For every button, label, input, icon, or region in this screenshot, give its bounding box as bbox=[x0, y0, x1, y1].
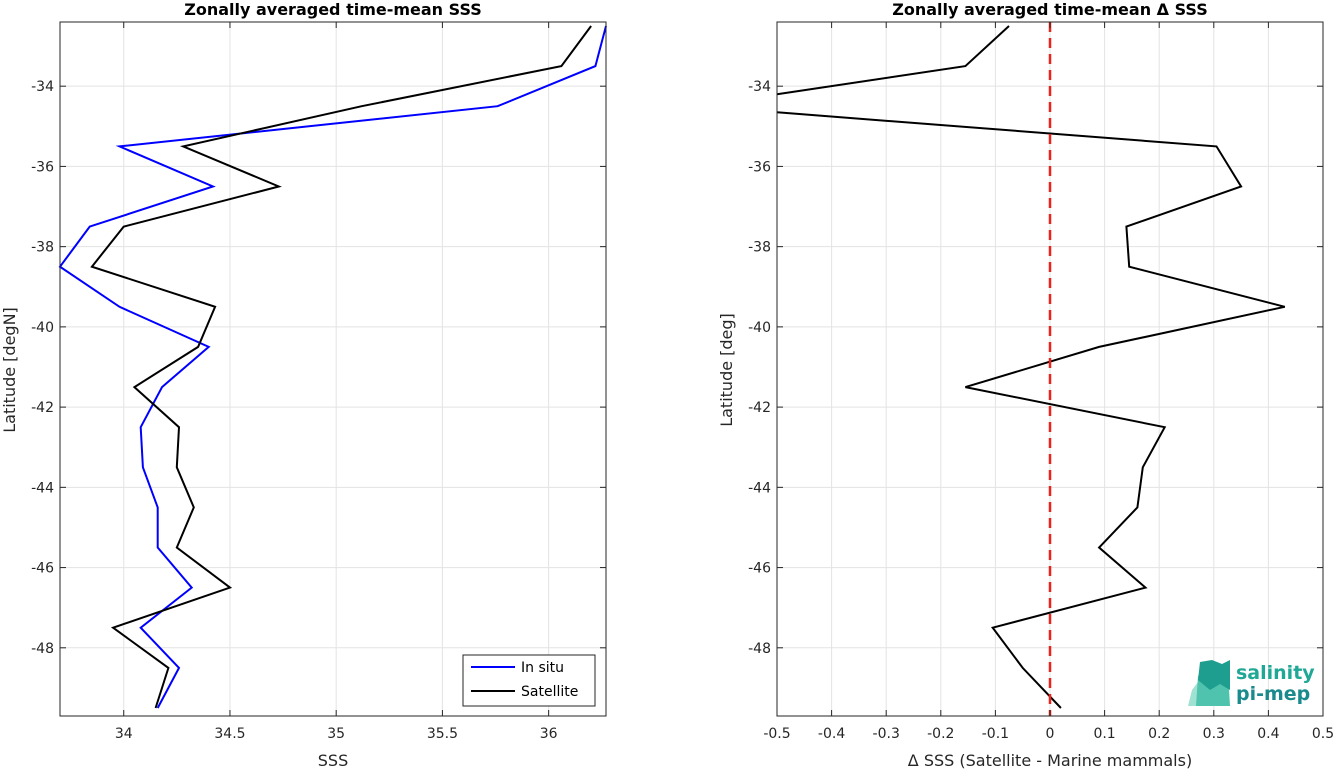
legend: In situ Satellite bbox=[462, 654, 596, 707]
y-tick-label: -48 bbox=[748, 641, 771, 657]
x-tick-label: 0 bbox=[1046, 726, 1055, 742]
left-series bbox=[58, 25, 607, 709]
x-tick-label: 0.2 bbox=[1148, 726, 1170, 742]
legend-label-satellite: Satellite bbox=[521, 684, 578, 700]
right-panel: -0.5 -0.4 -0.3 -0.2 -0.1 0 0.1 0.2 0.3 0.4 0.5 -48 -… bbox=[717, 0, 1334, 769]
x-tick-label: -0.5 bbox=[763, 726, 790, 742]
y-tick-label: -46 bbox=[748, 561, 771, 577]
right-chart-title: Zonally averaged time-mean Δ SSS bbox=[892, 0, 1208, 19]
salinity-pi-mep-logo: salinity pi-mep bbox=[1188, 660, 1315, 706]
right-x-axis-label: Δ SSS (Satellite - Marine mammals) bbox=[908, 751, 1192, 769]
left-ticks: 34 34.5 35 35.5 36 -48 -46 -44 -42 -40 -38 -36 -34 bbox=[31, 22, 606, 742]
series-line-in-situ bbox=[58, 25, 607, 709]
left-grid bbox=[60, 22, 606, 716]
x-tick-label: 34.5 bbox=[214, 726, 245, 742]
left-panel: 34 34.5 35 35.5 36 -48 -46 -44 -42 -40 -38 -36 -34 Z… bbox=[0, 0, 607, 769]
series-line-delta-sss bbox=[776, 111, 1286, 709]
x-tick-label: 0.1 bbox=[1093, 726, 1115, 742]
left-x-axis-label: SSS bbox=[318, 751, 348, 769]
y-tick-label: -40 bbox=[748, 320, 771, 336]
x-tick-label: 34 bbox=[115, 726, 133, 742]
right-y-axis-label: Latitude [deg] bbox=[717, 313, 736, 427]
y-tick-label: -34 bbox=[748, 79, 771, 95]
x-tick-label: -0.3 bbox=[873, 726, 900, 742]
x-tick-label: 0.5 bbox=[1312, 726, 1334, 742]
left-y-axis-label: Latitude [degN] bbox=[0, 307, 19, 433]
x-tick-label: -0.4 bbox=[818, 726, 845, 742]
y-tick-label: -38 bbox=[31, 240, 54, 256]
left-chart-title: Zonally averaged time-mean SSS bbox=[184, 0, 482, 19]
logo-text-salinity: salinity bbox=[1236, 662, 1315, 684]
logo-text-pi-mep: pi-mep bbox=[1236, 683, 1310, 705]
x-tick-label: -0.2 bbox=[927, 726, 954, 742]
x-tick-label: 35.5 bbox=[427, 726, 458, 742]
y-tick-label: -46 bbox=[31, 561, 54, 577]
y-tick-label: -42 bbox=[748, 400, 771, 416]
left-axes-box bbox=[59, 21, 607, 717]
x-tick-label: 0.4 bbox=[1257, 726, 1279, 742]
logo-wave-shape-3 bbox=[1198, 660, 1230, 690]
x-tick-label: 35 bbox=[327, 726, 345, 742]
y-tick-label: -42 bbox=[31, 400, 54, 416]
y-tick-label: -34 bbox=[31, 79, 54, 95]
y-tick-label: -36 bbox=[748, 159, 771, 175]
y-tick-label: -40 bbox=[31, 320, 54, 336]
x-tick-label: 0.3 bbox=[1203, 726, 1225, 742]
legend-box bbox=[462, 654, 596, 707]
legend-label-in-situ: In situ bbox=[521, 660, 564, 676]
right-series bbox=[776, 25, 1286, 709]
series-line-satellite bbox=[90, 25, 592, 709]
y-tick-label: -48 bbox=[31, 641, 54, 657]
y-tick-label: -38 bbox=[748, 240, 771, 256]
y-tick-label: -44 bbox=[748, 480, 771, 496]
series-line-delta-sss bbox=[776, 25, 1010, 96]
right-ticks: -0.5 -0.4 -0.3 -0.2 -0.1 0 0.1 0.2 0.3 0.4 0.5 -48 -… bbox=[748, 22, 1334, 742]
y-tick-label: -36 bbox=[31, 159, 54, 175]
x-tick-label: -0.1 bbox=[982, 726, 1009, 742]
x-tick-label: 36 bbox=[540, 726, 558, 742]
y-tick-label: -44 bbox=[31, 480, 54, 496]
